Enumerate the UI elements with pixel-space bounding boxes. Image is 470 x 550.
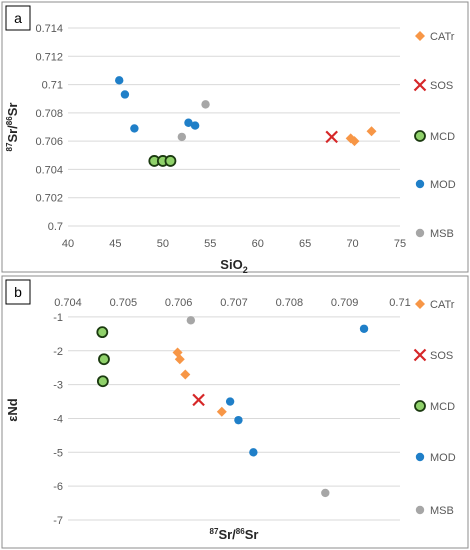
y-tick-label: 0.708	[35, 108, 63, 120]
x-tick-label: 75	[394, 238, 406, 250]
panel-label-box	[5, 5, 31, 31]
legend-marker-mod	[415, 179, 425, 189]
x-tick-label: 55	[204, 238, 216, 250]
legend-marker-msb	[415, 505, 425, 515]
panel-b: b -1 -2 -3 -4 -5 -6 -7 0.704 0.705 0.706 0.707 0.708…	[1, 275, 469, 549]
data-point-msb	[186, 316, 196, 325]
y-tick-label: 0.71	[42, 80, 63, 92]
legend-marker-mod	[415, 452, 425, 462]
legend-label-sos: SOS	[430, 350, 453, 362]
legend-label-sos: SOS	[430, 80, 453, 92]
panel-frame	[1, 275, 469, 549]
x-tick-label: 40	[62, 238, 74, 250]
data-point-mod	[359, 324, 369, 333]
x-axis-title: SiO2	[220, 257, 247, 275]
x-tick-label: 0.709	[331, 297, 359, 309]
y-tick-label: -4	[53, 413, 63, 425]
x-tick-label: 0.704	[54, 297, 82, 309]
y-axis-title: 87Sr/86Sr	[5, 103, 20, 152]
x-tick-label: 50	[157, 238, 169, 250]
data-point-catr	[349, 136, 360, 147]
x-tick-label: 45	[109, 238, 121, 250]
data-point-mod	[225, 397, 235, 406]
legend-marker-mcd	[414, 130, 426, 142]
legend-label-mcd: MCD	[430, 401, 455, 413]
data-point-catr	[216, 406, 227, 417]
y-tick-label: 0.706	[35, 136, 63, 148]
legend-label-mod: MOD	[430, 179, 456, 191]
data-point-mcd	[164, 155, 177, 167]
legend-marker-mcd	[414, 400, 426, 412]
data-point-catr	[366, 126, 377, 137]
y-tick-label: -1	[53, 312, 63, 324]
data-point-mod	[130, 124, 139, 133]
panel-label: b	[14, 284, 22, 300]
data-point-mod	[184, 118, 193, 127]
y-tick-label: -7	[53, 515, 63, 527]
y-tick-label: 0.702	[35, 193, 63, 205]
y-tick-label: -2	[53, 346, 63, 358]
data-point-mcd	[96, 326, 109, 339]
data-point-mcd	[96, 375, 109, 388]
x-tick-label: 0.708	[276, 297, 304, 309]
x-tick-label: 70	[346, 238, 358, 250]
data-point-msb	[201, 100, 210, 109]
data-point-msb	[177, 132, 187, 142]
data-point-catr	[174, 354, 185, 365]
data-point-msb	[321, 488, 330, 498]
data-point-mod	[234, 415, 243, 425]
x-tick-label: 0.71	[389, 297, 410, 309]
legend-marker-msb	[415, 228, 425, 238]
data-point-sos	[325, 130, 338, 144]
data-point-sos	[192, 393, 205, 407]
y-tick-label: -6	[53, 481, 63, 493]
legend-marker-sos	[413, 348, 427, 362]
panel-label: a	[14, 10, 22, 26]
panel-label-box	[5, 279, 31, 305]
panel-a: a 0.7 0.702 0.704 0.706 0.708 0.71 0.712 0.714 40…	[1, 1, 469, 275]
legend-label-catr: CATr	[430, 31, 455, 43]
legend-label-msb: MSB	[430, 505, 454, 517]
data-point-mod	[115, 76, 124, 85]
legend-marker-catr	[415, 299, 425, 309]
x-tick-label: 60	[252, 238, 264, 250]
x-tick-label: 0.707	[220, 297, 248, 309]
data-point-mod	[190, 121, 200, 130]
x-tick-label: 0.706	[165, 297, 193, 309]
legend-label-mod: MOD	[430, 452, 456, 464]
data-point-catr	[180, 369, 191, 380]
legend-label-catr: CATr	[430, 299, 455, 311]
x-tick-label: 0.705	[110, 297, 138, 309]
panel-frame	[1, 1, 469, 273]
y-tick-label: 0.714	[35, 23, 63, 35]
y-tick-label: 0.704	[35, 164, 63, 176]
data-point-mod	[120, 90, 130, 99]
legend-label-mcd: MCD	[430, 131, 455, 143]
x-tick-label: 65	[299, 238, 311, 250]
y-tick-label: 0.7	[48, 221, 63, 233]
legend-label-msb: MSB	[430, 228, 454, 240]
data-point-mcd	[98, 353, 110, 366]
y-tick-label: -5	[53, 447, 63, 459]
legend-marker-catr	[415, 31, 425, 41]
y-tick-label: -3	[53, 380, 63, 392]
y-tick-label: 0.712	[35, 51, 63, 63]
legend-marker-sos	[413, 78, 427, 92]
data-point-mod	[249, 448, 258, 457]
x-axis-title: 87Sr/86Sr	[210, 527, 259, 542]
y-axis-title: εNd	[5, 398, 20, 422]
